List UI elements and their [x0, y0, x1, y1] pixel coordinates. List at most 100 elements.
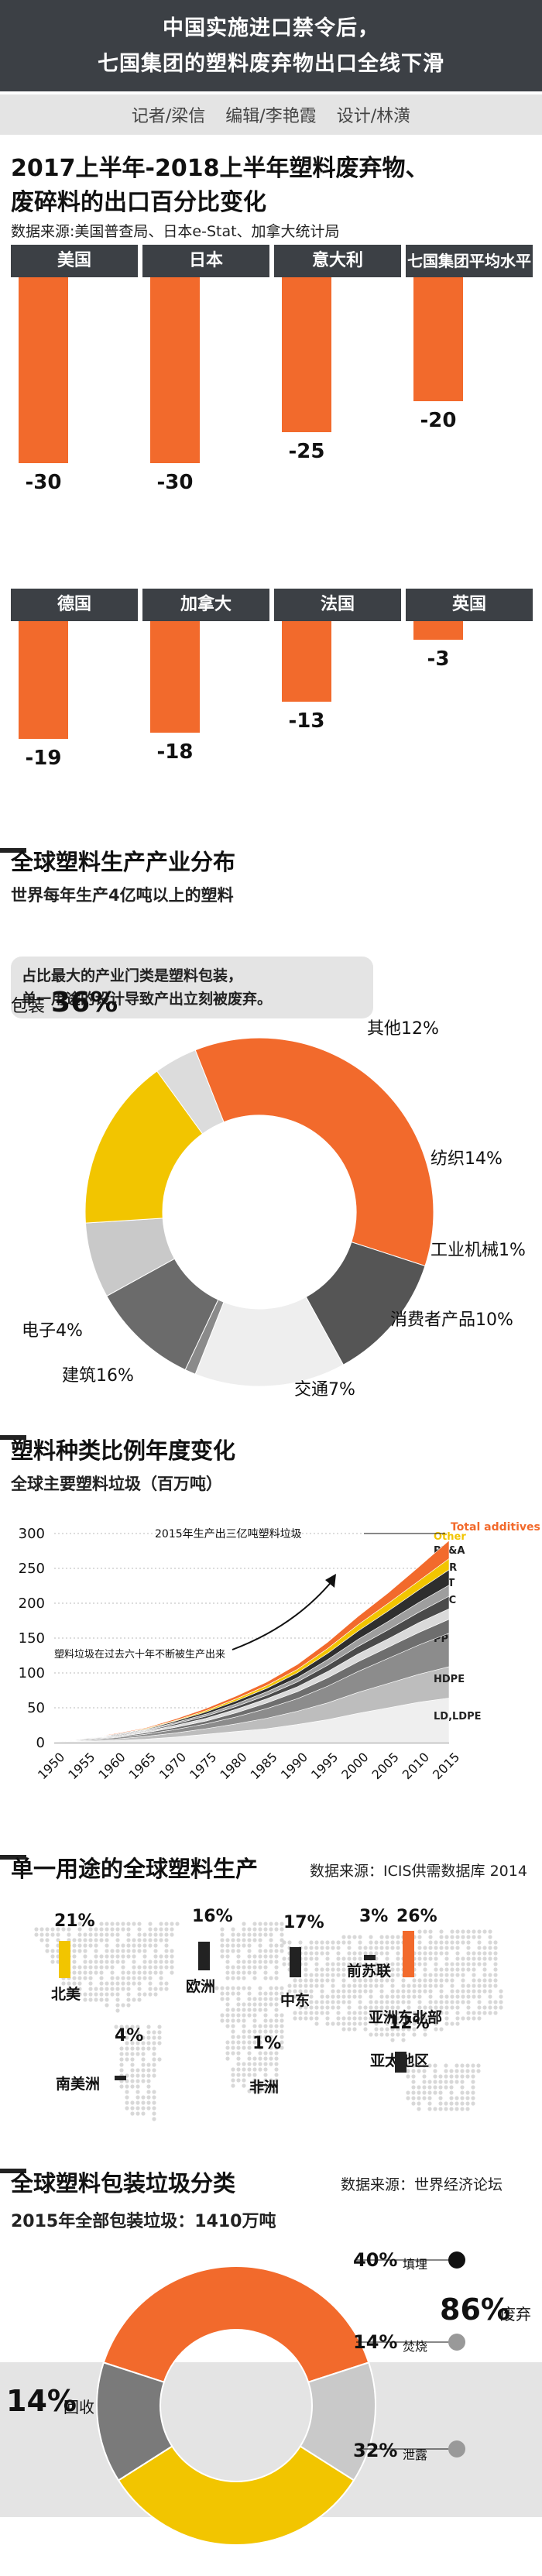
map-dot	[363, 2021, 368, 2026]
map-dot	[314, 1951, 319, 1956]
bar	[282, 621, 331, 702]
map-dot	[477, 1978, 482, 1983]
map-dot	[379, 1984, 384, 1988]
map-dot	[110, 1922, 115, 1926]
map-dot	[72, 1959, 77, 1964]
map-dot	[444, 1978, 449, 1983]
map-dot	[136, 2073, 140, 2078]
map-dot	[153, 1959, 158, 1964]
map-dot	[269, 2089, 273, 2093]
map-dot	[269, 1954, 273, 1959]
map-dot	[438, 2096, 443, 2100]
map-dot	[258, 1932, 262, 1937]
map-dot	[105, 1922, 109, 1926]
map-dot	[428, 1935, 433, 1939]
area-series-Total additives	[53, 1540, 450, 1743]
bar-value-label: -3	[427, 647, 450, 671]
map-dot	[406, 2011, 411, 2015]
map-dot	[247, 2013, 252, 2018]
map-dot	[247, 2056, 252, 2061]
map-dot	[258, 1997, 262, 2001]
map-dot	[220, 1943, 225, 1948]
map-dot	[406, 2063, 410, 2068]
map-dot	[247, 1959, 252, 1964]
map-dot	[450, 1973, 455, 1977]
map-dot	[99, 1927, 104, 1932]
map-dot	[72, 1976, 77, 1980]
map-dot	[298, 1984, 303, 1988]
map-dot	[477, 1962, 482, 1966]
map-dot	[455, 2005, 460, 2010]
map-dot	[358, 1962, 362, 1966]
map-dot	[269, 1991, 273, 1996]
map-dot	[390, 1978, 395, 1983]
y-tick-label: 200	[19, 1595, 45, 1612]
map-dot	[252, 2002, 257, 2007]
map-dot	[252, 2062, 257, 2066]
map-dot	[141, 2052, 146, 2056]
map-dot	[125, 2041, 129, 2045]
map-dot	[460, 2074, 465, 2079]
y-tick-label: 150	[19, 1630, 45, 1647]
map-dot	[236, 1986, 241, 1990]
map-dot	[309, 1994, 314, 1999]
map-dot	[472, 1994, 476, 1999]
map-dot	[242, 2078, 246, 2083]
map-dot	[369, 1946, 373, 1950]
map-dot	[352, 1994, 357, 1999]
map-dot	[374, 2027, 379, 2032]
header-banner: 中国实施进口禁令后， 七国集团的塑料废弃物出口全线下滑	[0, 0, 542, 91]
map-dot	[83, 1943, 87, 1948]
map-dot	[417, 1946, 422, 1950]
section2-note-line2: 单一用途的设计导致产出立刻被废弃。	[22, 991, 273, 1008]
map-dot	[374, 2021, 379, 2026]
map-dot	[434, 1962, 438, 1966]
map-dot	[242, 2024, 246, 2028]
map-dot	[455, 2074, 459, 2079]
map-dot	[152, 2068, 156, 2073]
map-dot	[363, 2016, 368, 2021]
map-dot	[444, 1973, 449, 1977]
map-dot	[141, 2063, 146, 2067]
map-dot	[396, 2005, 400, 2010]
map-dot	[466, 1935, 471, 1939]
map-dot	[304, 1984, 308, 1988]
map-dot	[379, 1989, 384, 1994]
map-dot	[325, 1973, 330, 1977]
map-dot	[146, 2041, 151, 2045]
map-dot	[417, 2000, 422, 2004]
donut-slice-0	[194, 1037, 434, 1267]
map-dot	[482, 1978, 487, 1983]
map-dot	[242, 1932, 246, 1937]
map-dot	[369, 2016, 373, 2021]
map-dot	[358, 1951, 362, 1956]
map-dot	[126, 1949, 131, 1953]
map-dot	[77, 1987, 82, 1991]
map-dot	[488, 1951, 492, 1956]
region-marker	[59, 1941, 70, 1978]
map-dot	[439, 2000, 444, 2004]
map-dot	[121, 1987, 125, 1991]
map-dot	[331, 1984, 335, 1988]
map-dot	[314, 2016, 319, 2021]
map-dot	[214, 1986, 219, 1990]
map-dot	[146, 2063, 151, 2067]
map-dot	[236, 1997, 241, 2001]
map-dot	[488, 1935, 492, 1939]
map-dot	[428, 2016, 433, 2021]
map-dot	[331, 2005, 335, 2010]
map-dot	[141, 2100, 146, 2105]
map-dot	[231, 2045, 235, 2050]
map-dot	[433, 2074, 437, 2079]
map-dot	[105, 1943, 109, 1948]
map-dot	[77, 1970, 82, 1975]
map-dot	[115, 1938, 120, 1942]
map-dot	[406, 2027, 411, 2032]
map-dot	[438, 2074, 443, 2079]
map-dot	[428, 2011, 433, 2015]
map-dot	[274, 2002, 279, 2007]
map-dot	[141, 2079, 146, 2083]
map-dot	[434, 2016, 438, 2021]
map-dot	[465, 2096, 470, 2100]
map-dot	[482, 2005, 487, 2010]
